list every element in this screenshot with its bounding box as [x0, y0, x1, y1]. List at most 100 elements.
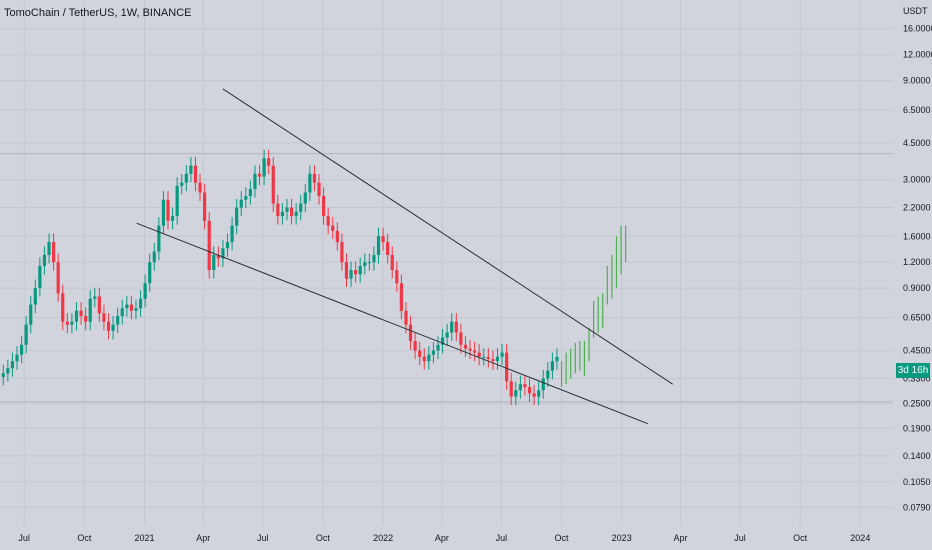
candle-body [212, 254, 216, 271]
candle-body [440, 337, 445, 345]
y-tick-label: 1.6000 [903, 231, 931, 241]
candle-body [358, 266, 362, 275]
x-tick-label: Jul [496, 533, 508, 543]
time-axis[interactable]: Jul Oct 2021 Apr Jul Oct 2022 Apr Jul Oct 2023 Apr J… [18, 533, 870, 543]
candle-body [505, 352, 509, 382]
candle-body [399, 283, 403, 311]
candle-body [555, 356, 559, 362]
candle-body [376, 236, 381, 255]
candle-body [230, 225, 234, 243]
x-tick-label: 2023 [612, 533, 632, 543]
candle-body [6, 368, 10, 374]
candle-body [253, 173, 257, 190]
y-tick-label: 9.0000 [903, 76, 931, 86]
candle-body [189, 165, 193, 174]
candle-body [546, 370, 550, 379]
candle-body [24, 324, 28, 345]
y-tick-label: 0.9000 [903, 283, 931, 293]
candle-body [15, 354, 19, 362]
x-tick-label: Oct [793, 533, 808, 543]
candle-body [285, 207, 289, 212]
candle-body [514, 390, 518, 397]
candle-body [184, 173, 188, 183]
y-tick-label: 3.0000 [903, 175, 931, 185]
candle-body [404, 310, 408, 325]
y-tick-label: 1.2000 [903, 257, 931, 267]
x-tick-label: Oct [77, 533, 92, 543]
y-tick-label: 0.1050 [903, 477, 931, 487]
candle-body [427, 354, 431, 362]
trendline-lower [136, 222, 649, 425]
currency-label: USDT [903, 6, 928, 16]
candle-body [120, 308, 124, 317]
candle-body [152, 251, 156, 263]
y-tick-label: 0.6500 [903, 312, 931, 322]
candle-body [349, 270, 353, 279]
x-tick-label: Oct [316, 533, 331, 543]
candle-body [335, 230, 339, 243]
x-tick-label: Jul [734, 533, 746, 543]
candle-body [193, 165, 198, 183]
candle-body [518, 384, 522, 391]
candle-body [463, 344, 468, 349]
y-tick-label: 4.5000 [903, 138, 931, 148]
candle-body [541, 378, 545, 391]
candle-body [93, 296, 97, 299]
grid-lines [0, 0, 893, 525]
candle-body [317, 182, 321, 197]
candle-body [29, 304, 33, 325]
candle-body [276, 203, 280, 217]
countdown-badge: 3d 16h [896, 363, 930, 378]
candle-body [207, 220, 211, 271]
horizontal-levels [0, 153, 893, 403]
x-tick-label: 2024 [850, 533, 870, 543]
x-tick-label: Jul [257, 533, 269, 543]
candle-body [344, 262, 349, 279]
candle-body [486, 356, 490, 359]
candle-body [289, 207, 294, 217]
candle-body [106, 321, 111, 331]
candle-body [308, 173, 312, 193]
candle-body [70, 321, 74, 325]
price-axis[interactable]: 16.0000 12.0000 9.0000 6.5000 4.5000 3.0000 2.… [903, 24, 932, 513]
candle-body [203, 192, 207, 221]
candle-body [129, 304, 134, 311]
candle-body [221, 248, 225, 259]
candle-body [61, 293, 65, 322]
candle-body [454, 321, 458, 333]
chart-title: TomoChain / TetherUS, 1W, BINANCE [4, 7, 192, 19]
candle-body [523, 384, 527, 388]
candle-body [299, 203, 303, 212]
candle-body [431, 350, 436, 355]
candle-body [537, 390, 541, 397]
candle-body [102, 313, 106, 322]
y-tick-label: 0.1400 [903, 451, 931, 461]
candle-body [248, 189, 252, 197]
candles[interactable] [1, 149, 559, 406]
candle-body [148, 262, 152, 284]
candle-body [74, 310, 79, 322]
candle-body [477, 352, 481, 357]
candle-body [143, 283, 147, 299]
candle-body [422, 356, 426, 362]
x-tick-label: Apr [196, 533, 210, 543]
candle-body [262, 158, 266, 177]
candle-body [445, 332, 449, 338]
candle-body [161, 199, 166, 226]
candle-body [459, 332, 463, 345]
y-tick-label: 0.4500 [903, 346, 931, 356]
candle-body [527, 387, 532, 394]
candle-body [386, 242, 390, 255]
candle-body [372, 254, 376, 263]
candle-body [42, 254, 47, 267]
x-tick-label: Jul [18, 533, 30, 543]
candle-body [47, 242, 51, 255]
candle-body [225, 242, 230, 249]
candle-body [239, 199, 243, 208]
candle-body [111, 324, 115, 331]
trendlines[interactable] [136, 88, 673, 425]
candle-body [482, 356, 486, 358]
candle-body [198, 182, 202, 193]
